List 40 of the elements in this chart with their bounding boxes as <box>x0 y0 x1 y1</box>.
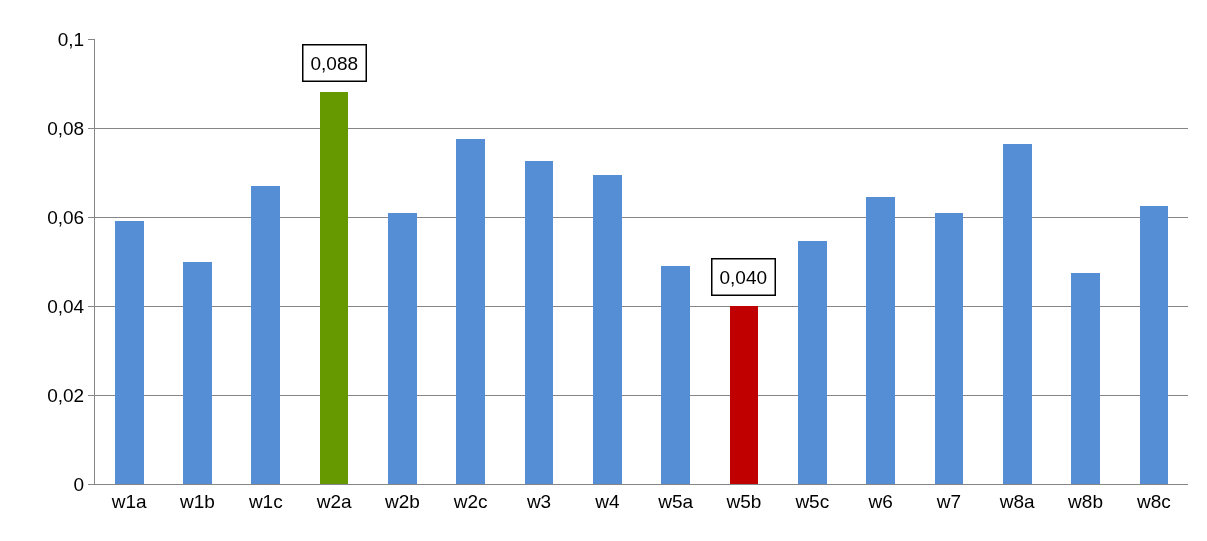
bar <box>661 265 690 484</box>
y-tick-label: 0,06 <box>47 206 85 228</box>
bar <box>524 161 554 484</box>
bar <box>251 185 281 484</box>
x-tick-label: w2b <box>383 490 420 512</box>
x-tick-label: w5b <box>725 490 762 512</box>
bar <box>388 212 417 484</box>
bar <box>319 92 349 484</box>
bar <box>1071 272 1100 484</box>
y-tick-label: 0,04 <box>47 295 85 317</box>
x-tick-label: w1c <box>247 490 283 512</box>
x-tick-label: w4 <box>594 490 620 512</box>
y-tick-label: 0 <box>73 473 85 495</box>
x-tick-label: w5a <box>657 490 694 512</box>
data-label: 0,040 <box>719 266 768 288</box>
x-tick-label: w8c <box>1135 490 1171 512</box>
bar <box>183 261 212 484</box>
x-tick-label: w8b <box>1067 490 1103 512</box>
y-tick-label: 0,1 <box>57 28 85 50</box>
bar <box>934 212 964 484</box>
bar <box>1139 205 1169 484</box>
x-tick-label: w1a <box>110 490 148 512</box>
data-label: 0,088 <box>310 52 359 74</box>
y-tick-label: 0,08 <box>47 117 85 139</box>
x-tick-label: w2a <box>315 490 352 512</box>
x-tick-label: w6 <box>867 490 893 512</box>
x-tick-label: w2c <box>452 490 488 512</box>
bar <box>729 306 759 484</box>
bar <box>797 241 827 484</box>
x-tick-label: w7 <box>935 490 962 512</box>
bar <box>1002 143 1032 484</box>
x-tick-label: w8a <box>998 490 1036 512</box>
x-tick-label: w5c <box>794 490 830 512</box>
x-tick-label: w3 <box>525 490 552 512</box>
x-tick-label: w1b <box>179 490 215 512</box>
bar <box>114 221 144 484</box>
bar <box>456 139 486 484</box>
bar <box>866 196 895 484</box>
bar <box>593 174 622 484</box>
y-tick-label: 0,02 <box>47 384 85 406</box>
